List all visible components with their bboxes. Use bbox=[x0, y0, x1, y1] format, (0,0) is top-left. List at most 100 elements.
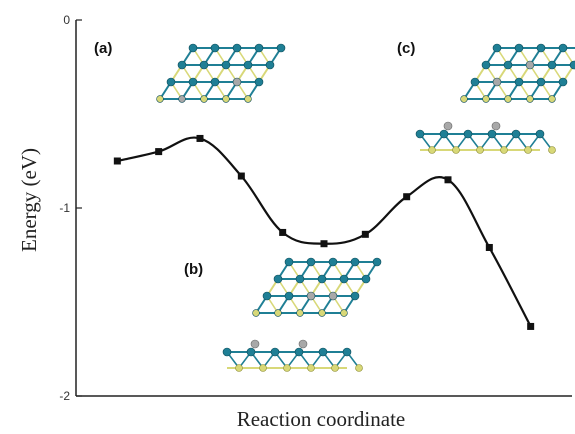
adsorbate-atom bbox=[298, 339, 308, 349]
data-point bbox=[279, 228, 287, 236]
data-point bbox=[361, 230, 369, 238]
data-point bbox=[485, 243, 493, 251]
atom bbox=[156, 95, 164, 103]
atom bbox=[295, 274, 305, 284]
atom bbox=[470, 77, 480, 87]
atom bbox=[178, 95, 186, 103]
y-tick-label: -1 bbox=[59, 201, 70, 215]
atom bbox=[558, 77, 568, 87]
data-point bbox=[527, 322, 535, 330]
atom bbox=[525, 60, 535, 70]
atom bbox=[294, 347, 304, 357]
atom bbox=[569, 60, 575, 70]
atom bbox=[296, 309, 304, 317]
atom bbox=[200, 95, 208, 103]
atom bbox=[276, 43, 286, 53]
atom bbox=[342, 347, 352, 357]
structure-c-side bbox=[415, 121, 556, 154]
structure-insets bbox=[156, 43, 575, 372]
atom bbox=[548, 95, 556, 103]
atom bbox=[526, 95, 534, 103]
data-point bbox=[403, 193, 411, 201]
atom bbox=[244, 95, 252, 103]
atom bbox=[222, 347, 232, 357]
atom bbox=[350, 291, 360, 301]
atom bbox=[283, 364, 291, 372]
atom bbox=[235, 364, 243, 372]
atom bbox=[254, 77, 264, 87]
x-axis-title: Reaction coordinate bbox=[237, 407, 406, 431]
atom bbox=[284, 291, 294, 301]
atom bbox=[439, 129, 449, 139]
atom bbox=[307, 364, 315, 372]
atom bbox=[254, 43, 264, 53]
atom bbox=[548, 146, 556, 154]
atom bbox=[463, 129, 473, 139]
atom bbox=[317, 274, 327, 284]
atom bbox=[514, 77, 524, 87]
adsorbate-atom bbox=[250, 339, 260, 349]
atom bbox=[481, 60, 491, 70]
atom bbox=[558, 43, 568, 53]
atom bbox=[500, 146, 508, 154]
data-point bbox=[155, 148, 163, 156]
atom bbox=[246, 347, 256, 357]
atom bbox=[232, 77, 242, 87]
y-axis-title: Energy (eV) bbox=[17, 148, 41, 252]
atom bbox=[166, 77, 176, 87]
atom bbox=[318, 309, 326, 317]
atom bbox=[243, 60, 253, 70]
adsorbate-atom bbox=[491, 121, 501, 131]
atom bbox=[318, 347, 328, 357]
atom bbox=[273, 274, 283, 284]
atom bbox=[492, 43, 502, 53]
structure-b-top bbox=[252, 257, 382, 317]
atom bbox=[535, 129, 545, 139]
atom bbox=[222, 95, 230, 103]
panel-label-b: (b) bbox=[184, 261, 203, 278]
atom bbox=[355, 364, 363, 372]
atom bbox=[284, 257, 294, 267]
series-markers bbox=[113, 134, 535, 330]
atom bbox=[221, 60, 231, 70]
adsorbate-atom bbox=[443, 121, 453, 131]
atom bbox=[511, 129, 521, 139]
data-point bbox=[113, 157, 121, 165]
atom bbox=[306, 257, 316, 267]
atom bbox=[262, 291, 272, 301]
atom bbox=[232, 43, 242, 53]
atom bbox=[428, 146, 436, 154]
atom bbox=[252, 309, 260, 317]
atom bbox=[524, 146, 532, 154]
atom bbox=[199, 60, 209, 70]
atom bbox=[339, 274, 349, 284]
atom bbox=[487, 129, 497, 139]
atom bbox=[482, 95, 490, 103]
panel-label-c: (c) bbox=[397, 40, 415, 57]
structure-a-top bbox=[156, 43, 286, 103]
atom bbox=[350, 257, 360, 267]
atom bbox=[210, 43, 220, 53]
structure-b-side bbox=[222, 339, 363, 372]
plot-frame bbox=[75, 20, 572, 397]
y-tick-label: -2 bbox=[59, 389, 70, 403]
data-point bbox=[237, 172, 245, 180]
atom bbox=[514, 43, 524, 53]
atom bbox=[503, 60, 513, 70]
atom bbox=[331, 364, 339, 372]
atom bbox=[210, 77, 220, 87]
atom bbox=[265, 60, 275, 70]
atom bbox=[504, 95, 512, 103]
atom bbox=[270, 347, 280, 357]
atom bbox=[492, 77, 502, 87]
data-point bbox=[196, 134, 204, 142]
atom bbox=[415, 129, 425, 139]
atom bbox=[361, 274, 371, 284]
atom bbox=[372, 257, 382, 267]
atom bbox=[340, 309, 348, 317]
atom bbox=[460, 95, 468, 103]
atom bbox=[188, 43, 198, 53]
atom bbox=[306, 291, 316, 301]
atom bbox=[328, 291, 338, 301]
